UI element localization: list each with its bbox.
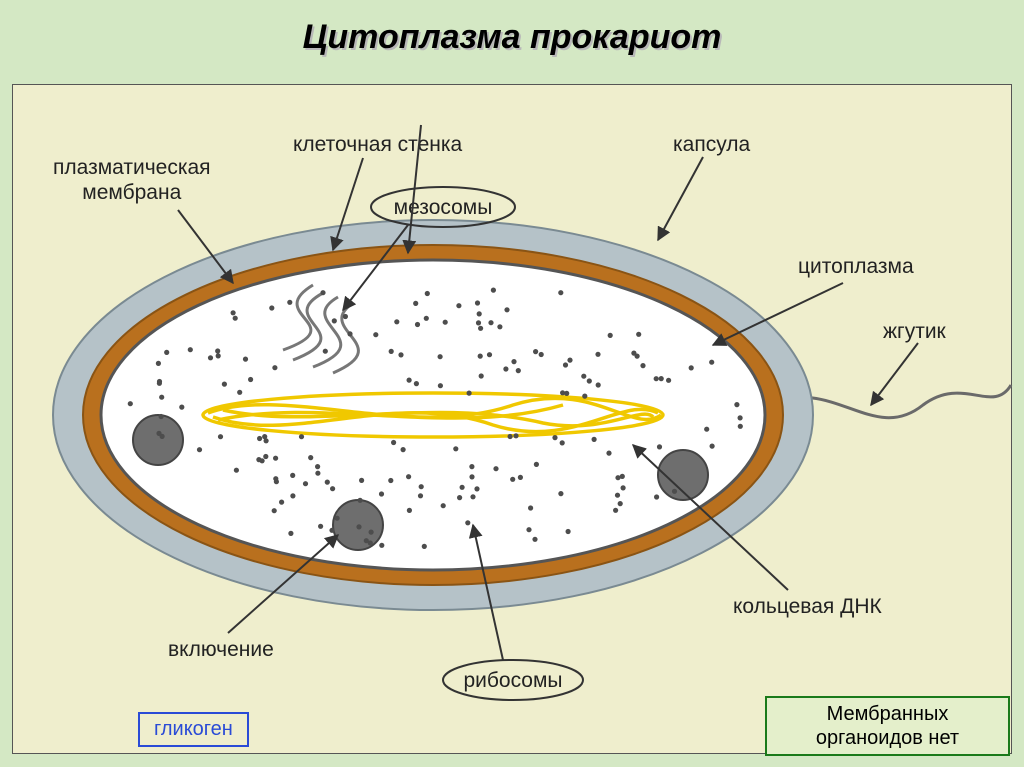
title-text: Цитоплазма прокариот (303, 18, 722, 56)
inclusion-1 (133, 415, 183, 465)
mesosome-text: мезосомы (394, 196, 493, 219)
diagram-panel: плазматическая мембрана клеточная стенка… (12, 84, 1012, 754)
membraneless-label: Мембранных органоидов нет (816, 703, 959, 749)
cell-svg: мезосомы рибосомы (13, 85, 1013, 755)
membraneless-callout: Мембранных органоидов нет (765, 696, 1010, 756)
page-title: Цитоплазма прокариот (0, 18, 1024, 57)
glycogen-callout: гликоген (138, 712, 249, 747)
ribosome-text: рибосомы (463, 669, 562, 692)
glycogen-label: гликоген (154, 718, 233, 740)
